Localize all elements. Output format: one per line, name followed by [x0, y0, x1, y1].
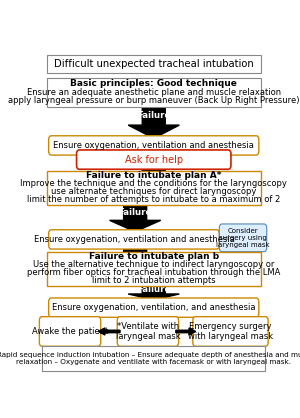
Text: Failure: Failure [118, 253, 152, 262]
FancyBboxPatch shape [47, 252, 261, 286]
FancyBboxPatch shape [39, 317, 101, 346]
FancyBboxPatch shape [117, 317, 178, 346]
Text: Failure: Failure [137, 112, 170, 120]
Text: use alternate techniques for direct laryngoscopy: use alternate techniques for direct lary… [51, 187, 256, 196]
Polygon shape [128, 107, 179, 138]
Text: Ensure an adequate anesthetic plane and muscle relaxation: Ensure an adequate anesthetic plane and … [27, 88, 281, 97]
Text: Emergency surgery
with laryngeal mask: Emergency surgery with laryngeal mask [188, 322, 273, 341]
FancyBboxPatch shape [42, 346, 266, 371]
FancyBboxPatch shape [219, 224, 267, 252]
Text: Failure: Failure [137, 173, 170, 182]
FancyBboxPatch shape [49, 136, 259, 155]
Text: Ask for help: Ask for help [125, 155, 183, 165]
Text: Use the alternative technique to indirect laryngoscopy or: Use the alternative technique to indirec… [33, 260, 274, 269]
Polygon shape [110, 248, 161, 280]
Polygon shape [128, 286, 179, 300]
FancyBboxPatch shape [193, 317, 268, 346]
Text: Failure to intubate plan b: Failure to intubate plan b [89, 252, 219, 261]
FancyBboxPatch shape [76, 150, 231, 169]
Text: Basic principles: Good technique: Basic principles: Good technique [70, 79, 237, 88]
Text: Failure to intubate plan A*: Failure to intubate plan A* [86, 171, 221, 180]
Text: Failure: Failure [118, 208, 152, 217]
FancyBboxPatch shape [47, 171, 261, 205]
Text: Difficult unexpected tracheal intubation: Difficult unexpected tracheal intubation [54, 59, 254, 69]
Text: Failure: Failure [137, 285, 170, 294]
Text: Ensure oxygenation, ventilation and anesthesia: Ensure oxygenation, ventilation and anes… [53, 141, 254, 150]
Text: Awake the patient: Awake the patient [32, 327, 108, 336]
Text: *Ventilate with
laryngeal mask: *Ventilate with laryngeal mask [116, 322, 180, 341]
Text: Consider
surgery using
laryngeal mask: Consider surgery using laryngeal mask [216, 228, 270, 248]
Text: perform fiber optics for tracheal intubation through the LMA: perform fiber optics for tracheal intuba… [27, 268, 280, 277]
Polygon shape [176, 328, 196, 335]
Text: limit to 2 intubation attempts: limit to 2 intubation attempts [92, 276, 216, 285]
Polygon shape [110, 205, 161, 232]
Text: Ensure oxygenation, ventilation, and anesthesia: Ensure oxygenation, ventilation, and ane… [52, 303, 256, 312]
Polygon shape [98, 328, 120, 335]
FancyBboxPatch shape [47, 79, 261, 107]
FancyBboxPatch shape [47, 55, 261, 73]
Text: * Rapid sequence induction intubation – Ensure adequate depth of anesthesia and : * Rapid sequence induction intubation – … [0, 352, 300, 364]
FancyBboxPatch shape [49, 230, 219, 249]
Text: Improve the technique and the conditions for the laryngoscopy: Improve the technique and the conditions… [20, 179, 287, 188]
Text: limit the number of attempts to intubate to a maximum of 2: limit the number of attempts to intubate… [27, 195, 280, 204]
Text: Ensure oxygenation, ventilation and anesthesia: Ensure oxygenation, ventilation and anes… [34, 235, 234, 244]
Polygon shape [128, 168, 179, 200]
FancyBboxPatch shape [49, 298, 259, 317]
Text: apply laryngeal pressure or burp maneuver (Back Up Right Pressure): apply laryngeal pressure or burp maneuve… [8, 97, 299, 105]
